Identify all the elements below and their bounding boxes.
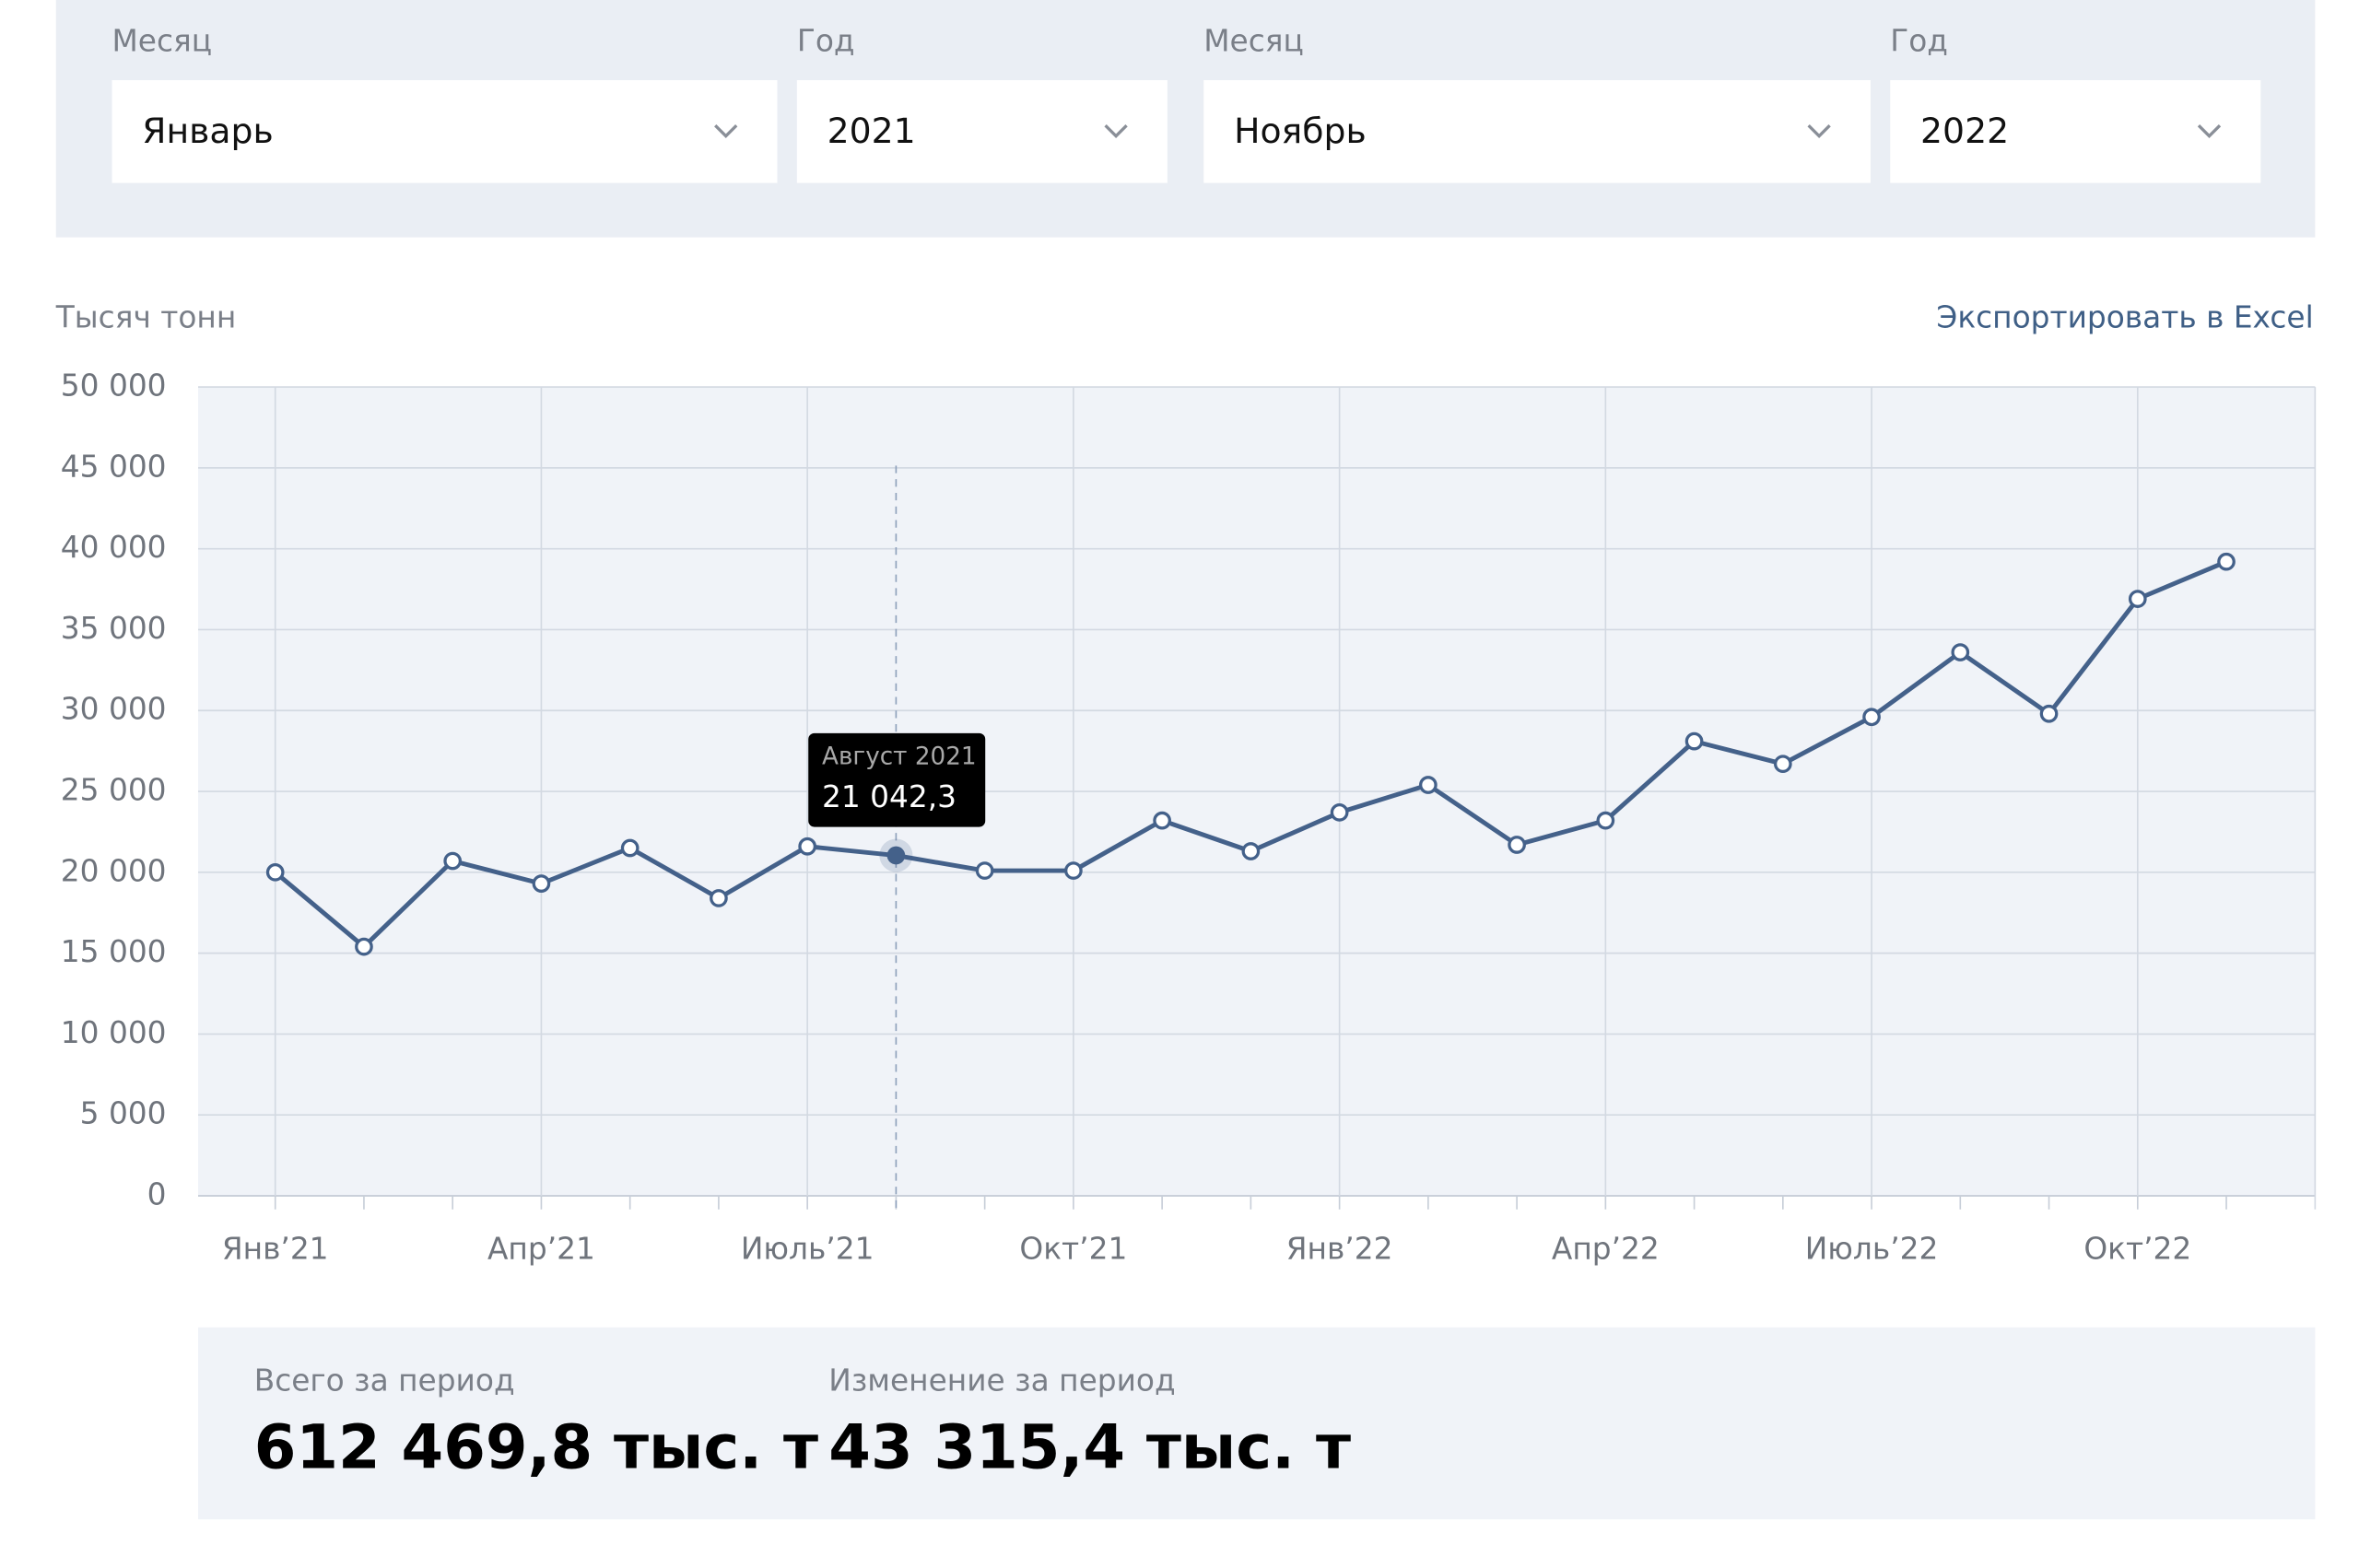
chevron — [2197, 124, 2222, 139]
point[interactable] — [1596, 811, 1615, 830]
y-tick-label: 50 000 — [61, 369, 167, 404]
point[interactable] — [443, 851, 463, 871]
point[interactable] — [1862, 708, 1881, 727]
summary-value: 612 469,8 тыс. т — [254, 1412, 818, 1482]
y-tick-label: 40 000 — [61, 530, 167, 565]
y-tick-label: 45 000 — [61, 449, 167, 484]
point[interactable] — [1684, 731, 1704, 751]
point[interactable] — [1064, 861, 1083, 880]
y-tick-label: 30 000 — [61, 692, 167, 727]
x-tick-label: Окт’22 — [2083, 1232, 2191, 1267]
summary-panel — [198, 1327, 2316, 1520]
y-tick-label: 5 000 — [80, 1096, 167, 1131]
point[interactable] — [532, 874, 551, 893]
point[interactable] — [1951, 643, 1970, 661]
y-tick-label: 0 — [147, 1176, 167, 1211]
tooltip — [808, 732, 986, 827]
point[interactable] — [265, 862, 285, 882]
y-tick-label: 10 000 — [61, 1015, 167, 1050]
chevron — [714, 124, 738, 139]
x-tick-label: Июль’22 — [1805, 1232, 1939, 1267]
y-tick-label: 35 000 — [61, 611, 167, 646]
x-tick-label: Апр’21 — [487, 1232, 595, 1267]
point[interactable] — [798, 837, 817, 856]
summary-label: Изменение за период — [828, 1363, 1175, 1398]
x-tick-label: Янв’22 — [1286, 1232, 1393, 1267]
dropdown[interactable] — [1203, 79, 1871, 183]
y-axis-label: Тысяч тонн — [55, 300, 237, 335]
point[interactable] — [710, 889, 728, 907]
point[interactable] — [1330, 803, 1349, 822]
y-tick-label: 15 000 — [61, 934, 167, 969]
filter-label: Год — [797, 23, 855, 58]
summary-label: Всего за период — [254, 1363, 515, 1398]
y-tick-label: 20 000 — [61, 853, 167, 888]
filter-label: Месяц — [111, 23, 212, 58]
tooltip-value: 21 042,3 — [822, 779, 957, 814]
x-tick-label: Окт’21 — [1019, 1232, 1127, 1267]
tooltip-title: Август 2021 — [822, 743, 977, 771]
point[interactable] — [2128, 590, 2147, 608]
x-tick-label: Апр’22 — [1552, 1232, 1660, 1267]
point[interactable] — [1508, 836, 1526, 854]
x-tick-label: Июль’21 — [741, 1232, 874, 1267]
dropdown-value: Ноябрь — [1234, 111, 1367, 151]
filter-label: Месяц — [1203, 23, 1304, 58]
point[interactable] — [1773, 755, 1792, 774]
x-tick-label: Янв’21 — [222, 1232, 329, 1267]
summary-value: 43 315,4 тыс. т — [828, 1412, 1351, 1482]
dropdown-value: Январь — [142, 111, 273, 151]
point[interactable] — [1153, 811, 1171, 830]
filter-label: Год — [1890, 23, 1948, 58]
point-hovered[interactable] — [886, 846, 906, 865]
point[interactable] — [975, 861, 994, 880]
point[interactable] — [2217, 552, 2236, 571]
export-link[interactable]: Экспортировать в Excel — [1936, 300, 2313, 335]
point[interactable] — [620, 838, 640, 858]
point[interactable] — [1419, 776, 1438, 794]
point[interactable] — [1241, 842, 1261, 860]
point[interactable] — [355, 937, 373, 956]
dropdown-value: 2021 — [827, 111, 916, 151]
chevron — [1807, 124, 1831, 139]
dropdown[interactable] — [1890, 79, 2261, 183]
point[interactable] — [2039, 704, 2059, 723]
dropdown[interactable] — [111, 79, 778, 183]
dropdown[interactable] — [796, 79, 1168, 183]
chevron — [1104, 124, 1128, 139]
y-tick-label: 25 000 — [61, 773, 167, 808]
dropdown-value: 2022 — [1920, 111, 2009, 151]
